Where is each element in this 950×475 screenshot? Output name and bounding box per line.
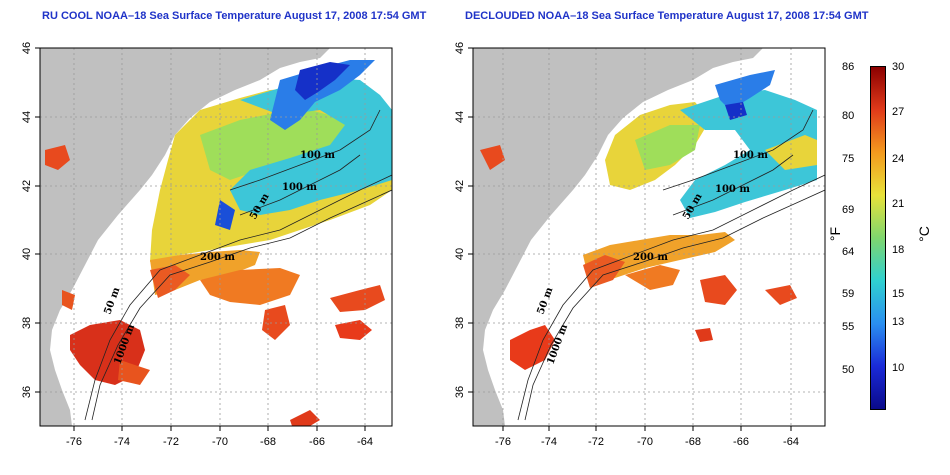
contour-label-100m-a: 100 m: [733, 150, 768, 161]
c-tick-label: 30: [892, 61, 905, 73]
c-tick-label: 18: [892, 244, 905, 256]
x-tick-label: -68: [685, 436, 701, 448]
y-tick-label: 36: [454, 386, 466, 398]
bathymetry-contours: [517, 109, 825, 421]
x-tick-label: -66: [309, 436, 325, 448]
y-tick-label: 46: [454, 42, 466, 54]
y-tick-label: 42: [21, 180, 33, 192]
contour-label-100m-b: 100 m: [715, 184, 750, 195]
f-tick-label: 59: [842, 288, 855, 300]
left-sst-map: 100 m 100 m 50 m 200 m 50 m 1000 m -76 -…: [21, 42, 393, 448]
right-map-title: DECLOUDED NOAA–18 Sea Surface Temperatur…: [465, 10, 869, 22]
sst-field: [45, 60, 392, 426]
y-tick-label: 44: [454, 111, 466, 123]
y-tick-label: 46: [21, 42, 33, 54]
c-tick-label: 13: [892, 316, 905, 328]
f-tick-label: 55: [842, 321, 855, 333]
x-tick-label: -74: [114, 436, 130, 448]
f-tick-label: 50: [842, 364, 855, 376]
contour-label-200m: 200 m: [633, 252, 668, 263]
y-tick-label: 44: [21, 111, 33, 123]
x-tick-label: -66: [733, 436, 749, 448]
y-tick-label: 42: [454, 180, 466, 192]
contour-label-100m-a: 100 m: [300, 150, 335, 161]
unit-fahrenheit: °F: [827, 226, 844, 242]
left-map-title: RU COOL NOAA–18 Sea Surface Temperature …: [42, 10, 427, 22]
x-tick-label: -64: [357, 436, 373, 448]
c-tick-label: 10: [892, 362, 905, 374]
x-tick-label: -64: [783, 436, 799, 448]
map-grid: [40, 48, 392, 426]
y-tick-label: 40: [454, 248, 466, 260]
f-tick-label: 75: [842, 153, 855, 165]
x-tick-label: -72: [163, 436, 179, 448]
x-tick-label: -68: [260, 436, 276, 448]
unit-celsius: °C: [915, 226, 932, 242]
f-tick-label: 69: [842, 204, 855, 216]
x-tick-label: -70: [212, 436, 228, 448]
c-tick-label: 21: [892, 198, 905, 210]
x-tick-label: -70: [637, 436, 653, 448]
x-tick-label: -76: [66, 436, 82, 448]
contour-label-200m: 200 m: [200, 252, 235, 263]
x-tick-label: -76: [495, 436, 511, 448]
f-tick-label: 64: [842, 246, 855, 258]
right-sst-map: 100 m 100 m 50 m 200 m 50 m 1000 m -76 -…: [454, 42, 826, 448]
c-tick-label: 27: [892, 106, 905, 118]
y-tick-label: 38: [454, 317, 466, 329]
y-tick-label: 36: [21, 386, 33, 398]
c-tick-label: 15: [892, 288, 905, 300]
land-mass: [473, 48, 763, 426]
x-tick-label: -72: [588, 436, 604, 448]
f-tick-label: 86: [842, 61, 855, 73]
colorbar: 86 80 75 69 64 59 55 50 30 27 24 21 18 1…: [820, 58, 950, 418]
y-tick-label: 38: [21, 317, 33, 329]
y-tick-label: 40: [21, 248, 33, 260]
f-tick-label: 80: [842, 110, 855, 122]
land-mass: [40, 48, 330, 426]
contour-label-100m-b: 100 m: [282, 182, 317, 193]
colorbar-gradient: [870, 66, 886, 410]
c-tick-label: 24: [892, 153, 905, 165]
x-tick-label: -74: [541, 436, 557, 448]
bathymetry-contours: [84, 109, 392, 421]
